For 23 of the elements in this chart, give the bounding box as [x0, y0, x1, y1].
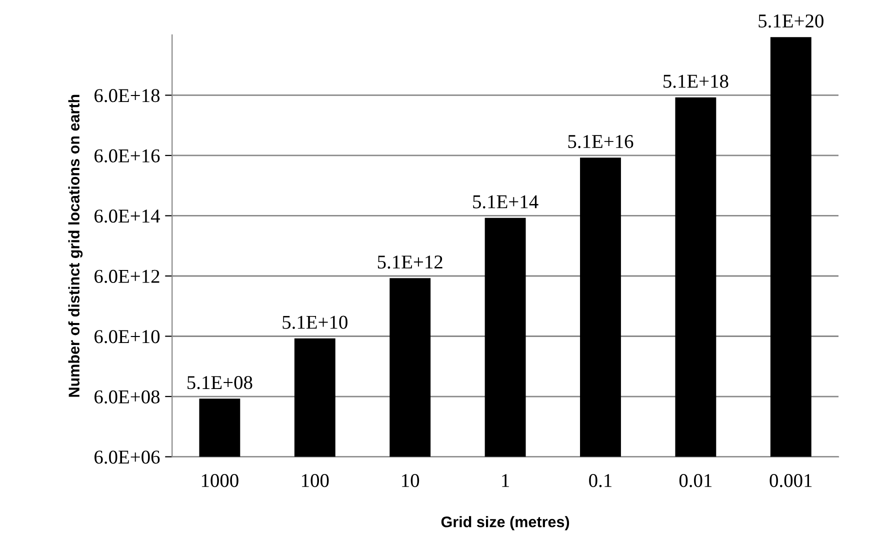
data-label: 5.1E+16	[568, 135, 634, 148]
y-tick-label: 6.0E+18	[94, 89, 160, 102]
y-tick-label: 6.0E+14	[94, 210, 160, 223]
data-label: 5.1E+14	[473, 195, 538, 208]
x-tick-label: 0.01	[679, 474, 712, 488]
y-axis-title: Number of distinct grid locations on earth	[68, 94, 83, 397]
y-tick-label: 6.0E+10	[94, 330, 160, 344]
x-tick-label: 100	[302, 474, 329, 488]
data-label: 5.1E+18	[664, 74, 728, 88]
data-label: 5.1E+10	[282, 316, 348, 329]
x-tick-label: 1	[502, 474, 509, 487]
x-tick-label: 1000	[202, 474, 238, 488]
y-tick-label: 6.0E+12	[94, 270, 160, 284]
y-tick-label: 6.0E+08	[94, 390, 160, 404]
data-label: 5.1E+12	[378, 256, 442, 269]
data-label: 5.1E+20	[758, 14, 824, 28]
x-tick-label: 0.001	[770, 474, 812, 488]
data-label: 5.1E+08	[188, 376, 252, 390]
y-tick-label: 6.0E+16	[94, 149, 160, 162]
x-axis-title: Grid size (metres)	[441, 516, 570, 530]
x-tick-label: 0.1	[589, 474, 612, 488]
y-tick-label: 6.0E+06	[94, 450, 160, 464]
x-tick-label: 10	[402, 474, 420, 488]
